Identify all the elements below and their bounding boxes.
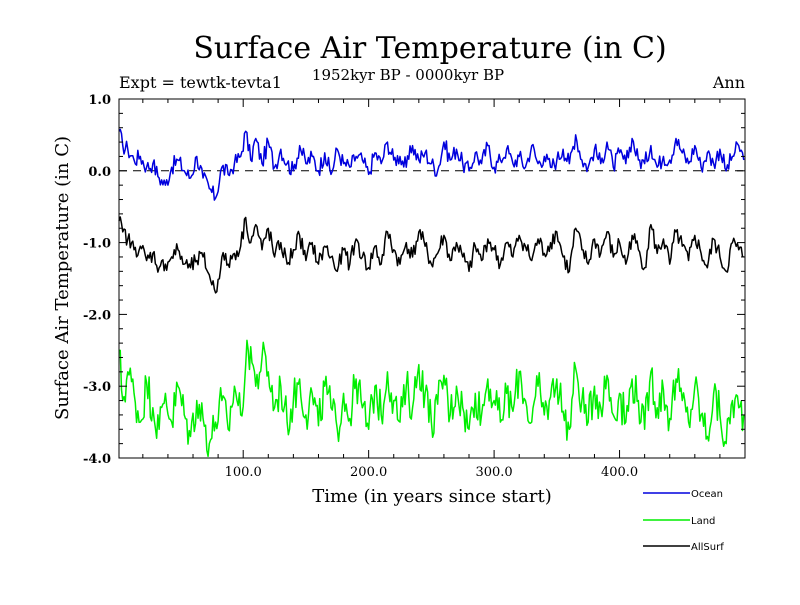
plot-area (118, 128, 745, 458)
chart-subtitle: 1952kyr BP - 0000kyr BP (312, 66, 504, 84)
y-tick-label: 1.0 (88, 93, 111, 108)
legend-label-land: Land (691, 516, 715, 527)
x-tick-label: 100.0 (225, 465, 262, 480)
y-tick-label: -3.0 (83, 380, 111, 395)
legend-label-allsurf: AllSurf (691, 542, 724, 553)
chart-title: Surface Air Temperature (in C) (193, 31, 666, 66)
y-axis-label: Surface Air Temperature (in C) (52, 136, 73, 420)
y-tick-label: -4.0 (83, 452, 111, 467)
y-tick-label: 0.0 (88, 165, 111, 180)
experiment-label: Expt = tewtk-tevta1 (119, 73, 282, 92)
series-line-land (118, 339, 745, 458)
x-axis-label: Time (in years since start) (312, 486, 552, 507)
series-line-allsurf (118, 216, 744, 294)
x-tick-label: 300.0 (475, 465, 512, 480)
y-tick-label: -1.0 (83, 237, 111, 252)
legend-label-ocean: Ocean (691, 489, 723, 500)
season-label: Ann (712, 73, 745, 92)
series-line-ocean (118, 128, 745, 201)
plot-frame (118, 98, 746, 459)
axes: 100.0 200.0 300.0 400.0 1.0 0.0 -1.0 -2.0 -3.0 -4… (83, 93, 746, 480)
x-tick-label: 200.0 (350, 465, 387, 480)
x-tick-label: 400.0 (601, 465, 638, 480)
legend: Ocean Land AllSurf (643, 489, 724, 553)
y-tick-label: -2.0 (83, 308, 111, 323)
